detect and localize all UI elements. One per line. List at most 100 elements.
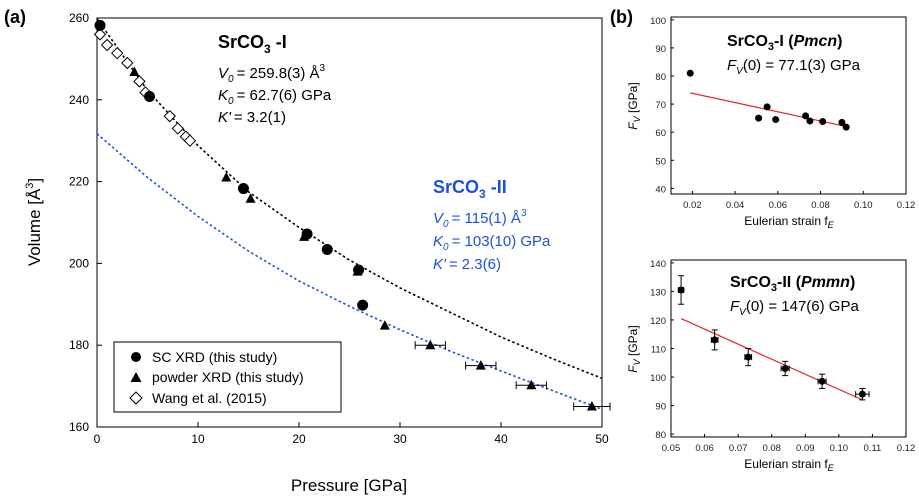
fv-point xyxy=(744,353,752,361)
panel-a-data-points xyxy=(93,19,611,411)
phase-I-title: SrCO3 -I xyxy=(218,32,287,56)
wang-2015-point xyxy=(100,38,114,52)
panel-b-bottom-fit-line xyxy=(680,317,863,401)
y-tick-label: 130 xyxy=(650,287,666,298)
fv-point xyxy=(763,103,771,111)
panel-a-legend: SC XRD (this study) powder XRD (this stu… xyxy=(113,341,342,413)
y-tick-label: 90 xyxy=(655,402,666,413)
panel-b-top-fv-vs-fe: (b) 0.02 0.04 0.06 0.08 0.10 0.12 40 50 60 70 80 9… xyxy=(610,7,915,230)
fv-point xyxy=(819,118,827,126)
sc-xrd-point xyxy=(357,299,369,311)
x-tick-label: 0.06 xyxy=(769,200,788,211)
phase-I-kprime: K' = 3.2(1) xyxy=(218,109,286,126)
fv-point xyxy=(842,123,850,131)
powder-xrd-point xyxy=(425,339,436,350)
y-tick-label: 60 xyxy=(655,128,666,139)
panel-a-volume-vs-pressure: (a) 0 10 20 30 40 50 160 180 200 220 240 260 Press… xyxy=(4,7,611,495)
x-tick-label: 0.04 xyxy=(726,200,745,211)
legend-label-powder-xrd: powder XRD (this study) xyxy=(152,369,304,385)
wang-2015-point xyxy=(121,56,134,70)
fv-point xyxy=(781,364,789,372)
x-tick-label: 40 xyxy=(494,432,508,446)
fv-point xyxy=(686,69,694,77)
panel-b-top-fv0: FV(0) = 77.1(3) GPa xyxy=(727,57,861,77)
wang-2015-point xyxy=(133,75,146,88)
panel-b-top-y-axis-title: FV [GPa] xyxy=(626,82,642,129)
phase-II-annotation: SrCO3 -II V0 = 115(1) Å3 K0 = 103(10) GPa … xyxy=(433,177,551,273)
panel-b-top-data-points xyxy=(686,69,850,131)
x-tick-label: 0.07 xyxy=(729,443,748,454)
x-tick-label: 30 xyxy=(393,432,407,446)
phase-II-kprime: K' = 2.3(6) xyxy=(433,256,501,273)
sc-xrd-point xyxy=(237,183,249,195)
panel-b-bottom-title: SrCO3-II (Pmmn) xyxy=(730,274,855,294)
x-tick-label: 0.08 xyxy=(762,443,781,454)
panel-b-top-x-ticks: 0.02 0.04 0.06 0.08 0.10 0.12 xyxy=(683,191,915,211)
y-tick-label: 240 xyxy=(69,93,89,107)
panel-b-bottom-y-ticks: 80 90 100 110 120 130 140 xyxy=(650,259,674,441)
y-tick-label: 120 xyxy=(650,316,666,327)
panel-b-label: (b) xyxy=(610,7,633,27)
panel-b-bottom-fv-vs-fe: 0.05 0.06 0.07 0.08 0.09 0.10 0.11 0.12 80 90 100… xyxy=(626,259,915,473)
y-tick-label: 100 xyxy=(650,16,666,27)
legend-label-wang-2015: Wang et al. (2015) xyxy=(152,390,267,406)
x-tick-label: 10 xyxy=(191,432,205,446)
y-tick-label: 200 xyxy=(69,256,89,270)
legend-label-sc-xrd: SC XRD (this study) xyxy=(152,349,277,365)
phase-I-k0: K0 = 62.7(6) GPa xyxy=(218,87,332,107)
fv-point xyxy=(772,116,780,124)
sc-xrd-point xyxy=(94,19,106,31)
powder-xrd-point xyxy=(245,193,256,203)
panel-a-y-axis-superscript: 3 xyxy=(24,183,36,189)
panel-a-y-axis-title: Volume [Å3] xyxy=(24,178,44,266)
fv-point xyxy=(755,114,763,122)
fv-point xyxy=(818,377,826,385)
y-tick-label: 100 xyxy=(650,373,666,384)
y-tick-label: 220 xyxy=(69,175,89,189)
powder-xrd-point xyxy=(475,360,486,370)
panel-a-x-ticks: 0 10 20 30 40 50 xyxy=(94,422,609,446)
fit-curve xyxy=(96,133,603,411)
powder-xrd-point xyxy=(586,401,597,411)
y-tick-label: 50 xyxy=(655,156,666,167)
fit-line xyxy=(680,317,863,401)
panel-a-label: (a) xyxy=(4,7,26,27)
sc-xrd-point xyxy=(353,264,365,276)
x-tick-label: 0.08 xyxy=(811,200,830,211)
y-tick-label: 260 xyxy=(69,11,89,25)
sc-xrd-point xyxy=(144,91,156,103)
wang-2015-point xyxy=(110,46,124,60)
y-tick-label: 110 xyxy=(651,345,666,356)
legend-marker-triangle xyxy=(130,372,142,382)
x-tick-label: 0.02 xyxy=(683,200,702,211)
fv-point xyxy=(802,112,810,120)
powder-xrd-point xyxy=(526,379,537,390)
x-tick-label: 0.09 xyxy=(796,443,815,454)
wang-2015-point xyxy=(163,109,176,123)
panel-a-x-axis-title: Pressure [GPa] xyxy=(291,476,407,495)
phase-II-title: SrCO3 -II xyxy=(433,177,507,201)
y-tick-label: 180 xyxy=(69,338,89,352)
powder-xrd-point xyxy=(379,320,390,330)
fv-point xyxy=(711,336,719,344)
wang-2015-point xyxy=(171,122,185,135)
powder-xrd-point xyxy=(221,172,232,182)
x-tick-label: 0.11 xyxy=(864,443,882,454)
panel-b-top-title: SrCO3-I (Pmcn) xyxy=(727,33,842,53)
wang-2015-point xyxy=(93,28,107,41)
panel-b-bottom-x-ticks: 0.05 0.06 0.07 0.08 0.09 0.10 0.11 0.12 xyxy=(662,434,915,454)
fv-point xyxy=(838,118,846,126)
y-tick-label: 140 xyxy=(650,259,666,270)
panel-b-bottom-y-axis-title: FV [GPa] xyxy=(626,325,642,372)
y-tick-label: 70 xyxy=(655,100,666,111)
y-tick-label: 160 xyxy=(69,420,89,434)
sc-xrd-point xyxy=(301,228,313,240)
fv-point xyxy=(858,390,866,398)
x-tick-label: 0.06 xyxy=(695,443,714,454)
x-tick-label: 50 xyxy=(595,432,609,446)
panel-a-y-ticks: 160 180 200 220 240 260 xyxy=(69,11,102,434)
panel-b-top-x-axis-title: Eulerian strain fE xyxy=(744,214,834,230)
panel-a-plot-frame xyxy=(96,17,603,428)
panel-b-bottom-fv0: FV(0) = 147(6) GPa xyxy=(730,298,859,318)
